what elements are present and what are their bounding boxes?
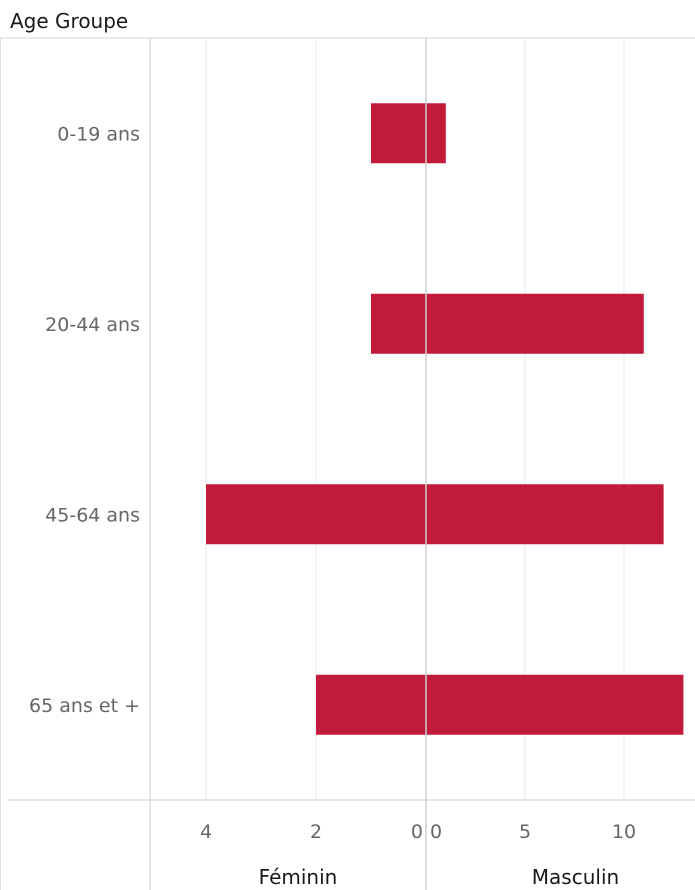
bar-feminin: [316, 674, 426, 735]
tick-label-masculin: 10: [612, 821, 636, 843]
row-header-title: Age Groupe: [10, 9, 129, 33]
tick-label-masculin: 0: [430, 821, 442, 843]
bar-masculin: [426, 484, 664, 545]
category-label: 0-19 ans: [57, 123, 140, 145]
tick-label-feminin: 4: [200, 821, 212, 843]
tick-label-feminin: 0: [411, 821, 423, 843]
bar-feminin: [371, 293, 426, 354]
category-label: 20-44 ans: [45, 314, 140, 336]
panel-label-feminin: Féminin: [259, 865, 338, 889]
category-label: 45-64 ans: [45, 504, 140, 526]
bar-masculin: [426, 674, 684, 735]
bar-feminin: [371, 103, 426, 164]
category-label: 65 ans et +: [29, 695, 140, 717]
bar-masculin: [426, 293, 644, 354]
tick-label-feminin: 2: [310, 821, 322, 843]
bar-masculin: [426, 103, 446, 164]
bar-feminin: [206, 484, 426, 545]
tick-label-masculin: 5: [519, 821, 531, 843]
panel-label-masculin: Masculin: [532, 865, 619, 889]
